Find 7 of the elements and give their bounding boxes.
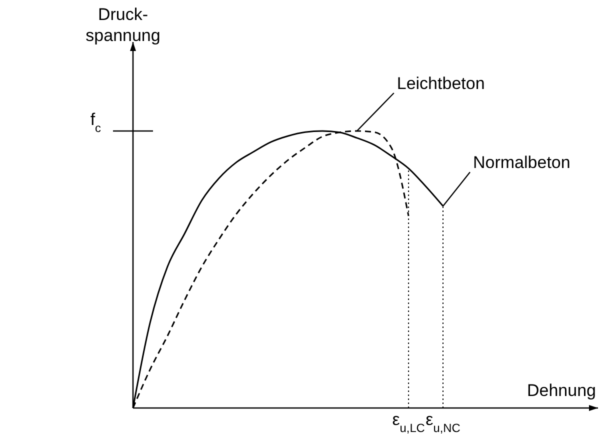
text: f$_{c}$ (90, 110, 102, 135)
x-axis-title: Dehnung (526, 381, 596, 400)
x-tick-label: ε$_{u,NC}$ (426, 410, 461, 434)
text: Druck- spannung (86, 5, 160, 45)
text: Normalbeton (473, 153, 570, 172)
x-tick-label: ε$_{u,LC}$ (392, 410, 426, 434)
text: Leichtbeton (396, 74, 485, 93)
